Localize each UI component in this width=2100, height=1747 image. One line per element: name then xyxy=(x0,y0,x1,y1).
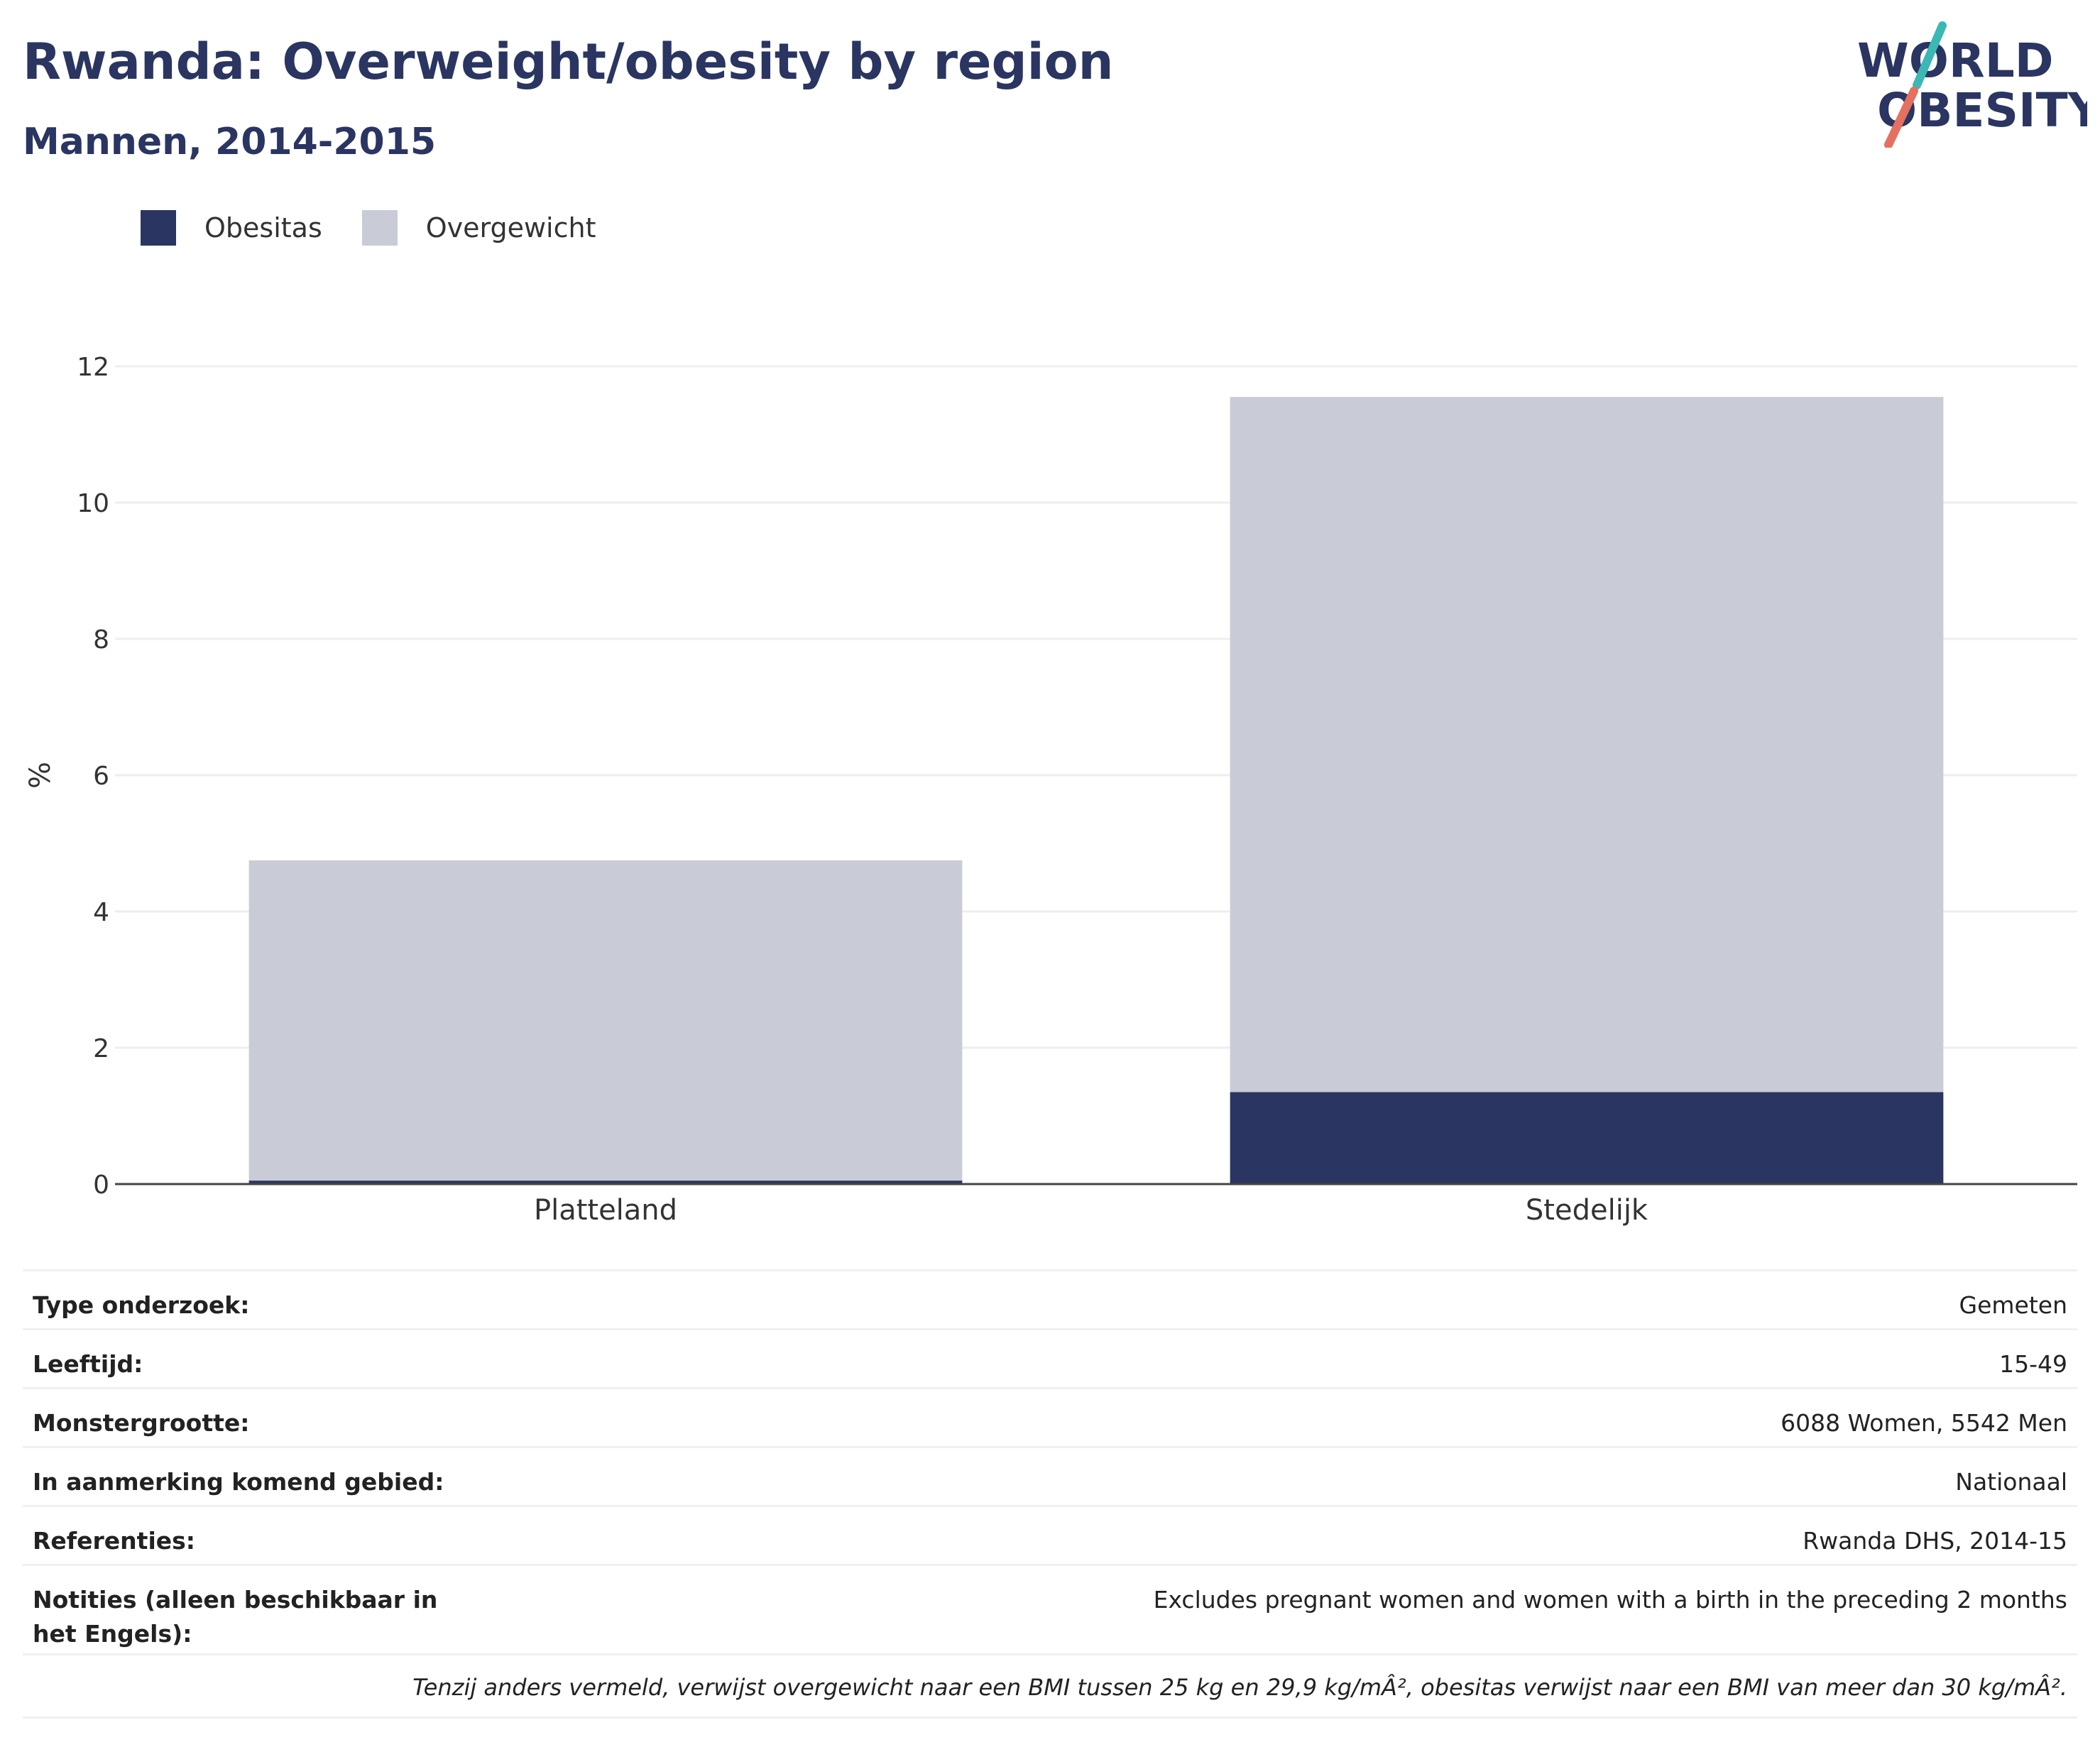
info-label: Leeftijd: xyxy=(33,1350,143,1378)
info-row-notes: Notities (alleen beschikbaar in het Enge… xyxy=(23,1564,2077,1653)
y-tick-label: 8 xyxy=(93,625,109,655)
y-tick-label: 0 xyxy=(93,1171,109,1200)
page-subtitle: Mannen, 2014-2015 xyxy=(23,121,437,163)
info-row-area: In aanmerking komend gebied: Nationaal xyxy=(23,1446,2077,1505)
logo-line-world: WORLD xyxy=(1857,33,2054,88)
info-value: Excludes pregnant women and women with a… xyxy=(1153,1586,2067,1614)
x-tick-label: Platteland xyxy=(534,1194,677,1227)
legend-swatch-obesitas xyxy=(141,210,176,246)
legend-label-overgewicht: Overgewicht xyxy=(425,212,596,243)
y-axis-label: % xyxy=(24,762,57,789)
y-tick-label: 10 xyxy=(77,489,109,518)
info-label: In aanmerking komend gebied: xyxy=(33,1468,444,1496)
world-obesity-logo: WORLD OBESITY xyxy=(1857,21,2087,148)
info-label: Monstergrootte: xyxy=(33,1409,250,1437)
info-value: 15-49 xyxy=(1999,1350,2067,1378)
legend-item-obesitas[interactable]: Obesitas xyxy=(141,210,322,246)
y-tick-label: 6 xyxy=(93,762,109,791)
bar-obesitas-stedelijk xyxy=(1230,1092,1944,1184)
bar-overgewicht-platteland xyxy=(248,860,963,1181)
legend-item-overgewicht[interactable]: Overgewicht xyxy=(361,210,596,246)
y-tick-label: 4 xyxy=(93,898,109,927)
info-value: Rwanda DHS, 2014-15 xyxy=(1803,1527,2067,1555)
info-value: Gemeten xyxy=(1959,1291,2067,1319)
info-label: Referenties: xyxy=(33,1527,195,1555)
info-row-age: Leeftijd: 15-49 xyxy=(23,1328,2077,1387)
legend-swatch-overgewicht xyxy=(361,210,398,246)
legend-label-obesitas: Obesitas xyxy=(204,212,322,243)
info-label: Type onderzoek: xyxy=(33,1291,250,1319)
bar-obesitas-platteland xyxy=(248,1180,963,1184)
x-tick-label: Stedelijk xyxy=(1526,1194,1648,1227)
info-label: Notities (alleen beschikbaar in het Enge… xyxy=(33,1586,438,1648)
y-tick-label: 2 xyxy=(93,1034,109,1063)
info-row-references: Referenties: Rwanda DHS, 2014-15 xyxy=(23,1505,2077,1564)
info-value: 6088 Women, 5542 Men xyxy=(1781,1409,2067,1437)
bar-chart: 0 2 4 6 8 10 12% Platteland Stedelijk xyxy=(24,353,2077,1227)
info-table: Type onderzoek: Gemeten Leeftijd: 15-49 … xyxy=(23,1269,2077,1719)
bar-overgewicht-stedelijk xyxy=(1230,397,1944,1092)
chart-legend: Obesitas Overgewicht xyxy=(141,210,636,246)
info-row-type: Type onderzoek: Gemeten xyxy=(23,1269,2077,1328)
page-title: Rwanda: Overweight/obesity by region xyxy=(23,33,1114,91)
y-tick-label: 12 xyxy=(77,353,109,382)
logo-slash-top xyxy=(1913,21,1947,89)
info-row-sample: Monstergrootte: 6088 Women, 5542 Men xyxy=(23,1387,2077,1446)
logo-slash-bottom xyxy=(1884,87,1918,148)
info-value: Nationaal xyxy=(1955,1468,2067,1496)
footnote: Tenzij anders vermeld, verwijst overgewi… xyxy=(23,1653,2077,1719)
